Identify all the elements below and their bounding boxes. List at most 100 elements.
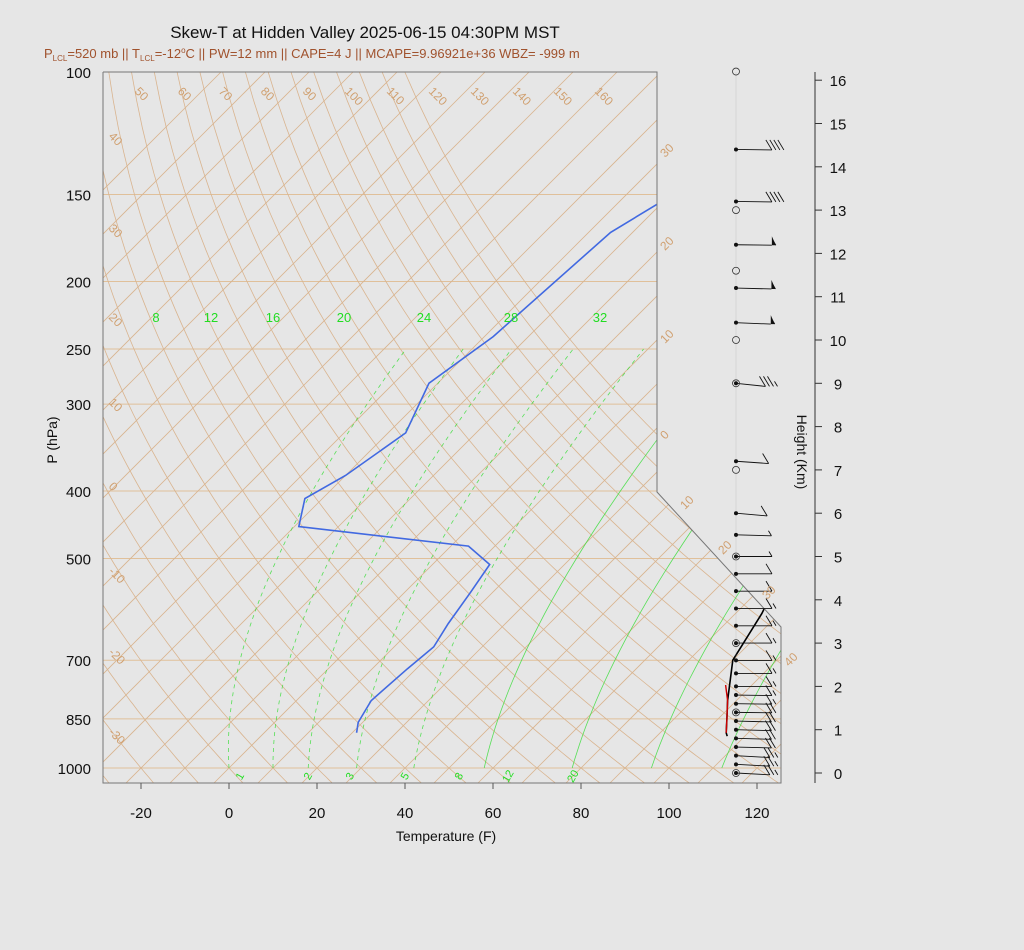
- wind-level-marker: [732, 639, 740, 647]
- isotherm-line: [918, 40, 1024, 783]
- wind-barb-half: [768, 551, 773, 557]
- wind-barb-shaft: [735, 755, 770, 758]
- x-axis-ticks: -20 0 20 40 60 80 100 120: [130, 783, 770, 822]
- wind-barb-full: [763, 376, 770, 387]
- wind-barb-full: [769, 139, 777, 151]
- dry-adiabat-line: [259, 72, 781, 783]
- wind-barb-full: [762, 453, 770, 464]
- dewpoint-line: [297, 72, 781, 733]
- isotherm-line: [103, 72, 606, 783]
- height-tick-label: 15: [830, 117, 847, 134]
- wind-barb-full: [763, 747, 771, 758]
- x-tick-label: 40: [397, 805, 414, 822]
- height-tick-label: 6: [834, 506, 842, 523]
- dry-adiabat-line: [104, 72, 556, 783]
- isotherm-line: [345, 72, 781, 783]
- parcel-line: [724, 684, 729, 733]
- mixing-ratio-label-bottom: 1: [234, 771, 247, 782]
- wind-barb-full: [777, 191, 785, 203]
- isotherm-label-right: 40: [781, 650, 801, 670]
- wind-barb-half: [774, 760, 779, 767]
- isotherm-line: [103, 72, 342, 783]
- isotherm-label-top: 110: [384, 84, 408, 108]
- isotherm-line: [477, 72, 781, 783]
- wind-level-marker: [732, 552, 740, 561]
- isotherm-label-top: 160: [592, 84, 616, 108]
- wind-level-marker: [732, 708, 740, 717]
- dry-adiabat-line: [126, 72, 600, 783]
- skewt-grid: [103, 40, 1024, 783]
- mixing-ratio-line: [721, 348, 781, 769]
- isotherm-line: [433, 72, 781, 783]
- dry-adiabat-line: [170, 72, 690, 783]
- height-tick-label: 2: [834, 679, 842, 696]
- wind-barb-full: [777, 139, 785, 151]
- wind-barb-half: [768, 530, 772, 537]
- wind-barb-shaft: [735, 287, 772, 290]
- wind-barb-half: [774, 752, 779, 758]
- chart-title: Skew-T at Hidden Valley 2025-06-15 04:30…: [170, 23, 560, 42]
- mixing-ratio-label-bottom: 5: [399, 771, 412, 782]
- wind-barb-half: [772, 283, 776, 290]
- height-tick-label: 12: [830, 246, 847, 263]
- mixing-ratio-label-bottom: 12: [500, 768, 517, 785]
- wind-level-marker: [732, 206, 740, 215]
- mixing-ratio-line: [651, 348, 781, 769]
- wind-barb-full: [759, 376, 766, 387]
- dry-adiabat-line: [103, 72, 467, 783]
- mixing-ratio-line: [483, 348, 728, 769]
- mixing-ratio-line: [413, 348, 644, 769]
- profiles: [297, 72, 781, 737]
- wind-level-marker: [732, 67, 740, 76]
- mixing-ratio-label-bottom: 2: [302, 771, 315, 782]
- y-axis-label: P (hPa): [44, 416, 60, 463]
- isotherm-label-top: 150: [551, 84, 575, 108]
- isotherm-line: [257, 72, 781, 783]
- p-tick-label: 500: [66, 551, 91, 568]
- wind-level-marker: [732, 769, 740, 777]
- chart-subtitle: PLCL=520 mb || TLCL=-12oC || PW=12 mm ||…: [44, 46, 580, 63]
- isotherm-label-right: 30: [657, 141, 677, 161]
- wind-barb-full: [765, 737, 772, 749]
- isotherm-label-right: 10: [657, 327, 677, 347]
- height-tick-label: 8: [834, 420, 842, 437]
- wind-barb-half: [772, 690, 777, 696]
- isotherm-label-top: 90: [300, 84, 320, 104]
- mixing-ratio-line: [227, 348, 407, 769]
- wind-barbs: [732, 67, 785, 777]
- isotherm-label-top: 60: [175, 84, 195, 104]
- isotherm-label-left: -20: [106, 645, 128, 667]
- wind-barb-half: [772, 637, 777, 644]
- p-tick-label: 700: [66, 653, 91, 670]
- wind-barb-full: [765, 663, 773, 674]
- height-tick-label: 0: [834, 766, 842, 783]
- isotherm-label-top: 130: [468, 84, 492, 108]
- dry-adiabat-line: [103, 72, 110, 783]
- isotherm-line: [874, 40, 1024, 783]
- isotherm-line: [1006, 40, 1024, 783]
- isotherm-line: [962, 40, 1024, 783]
- isotherm-line: [103, 72, 562, 783]
- wind-barb-full: [765, 720, 772, 731]
- isotherm-line: [103, 72, 386, 783]
- isotherm-line: [213, 72, 781, 783]
- mixing-ratio-line: [272, 348, 464, 768]
- mixing-ratio-label-top: 24: [417, 310, 431, 325]
- wind-barb-half: [774, 381, 778, 387]
- p-tick-label: 200: [66, 275, 91, 292]
- dry-adiabat-line: [103, 72, 511, 783]
- wind-barb-full: [769, 191, 777, 203]
- wind-barb-full: [765, 139, 773, 151]
- wind-level-marker: [732, 379, 740, 388]
- mixing-ratio-label-top: 28: [504, 310, 518, 325]
- isotherm-line: [741, 72, 781, 783]
- x-tick-label: 60: [485, 805, 502, 822]
- p-tick-label: 100: [66, 65, 91, 82]
- dry-adiabat-line: [103, 72, 288, 783]
- isotherm-line: [103, 72, 738, 783]
- wind-barb-shaft: [735, 746, 772, 749]
- dry-adiabat-line: [103, 72, 333, 783]
- mixing-ratio-label-top: 32: [593, 310, 607, 325]
